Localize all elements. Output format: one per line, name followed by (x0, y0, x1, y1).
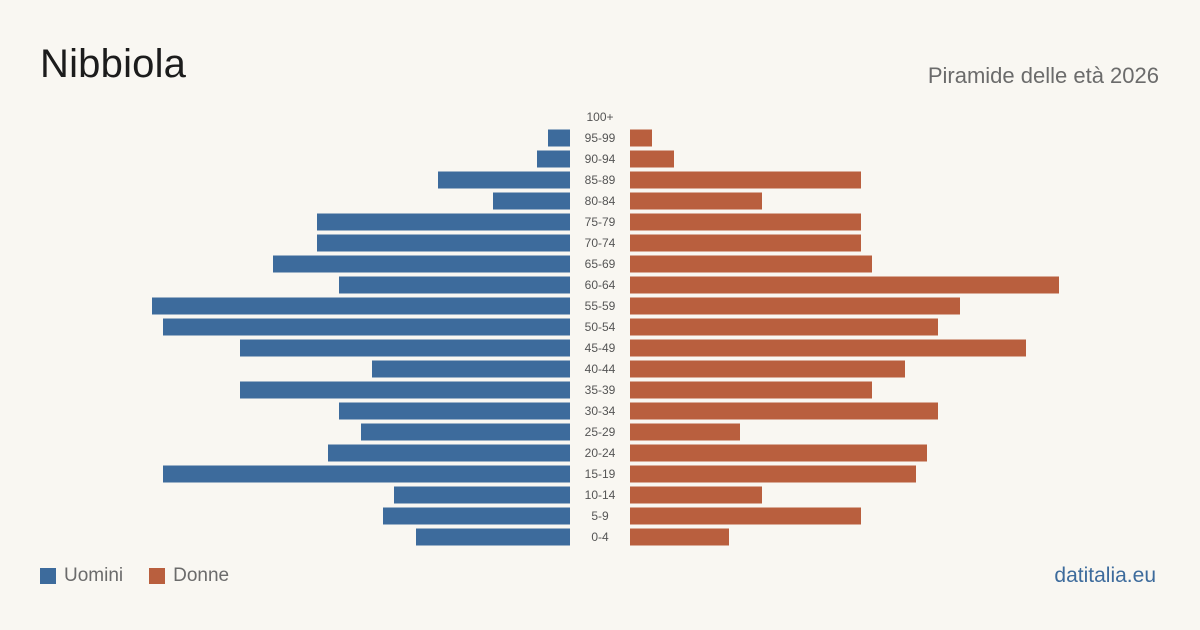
age-label-5-9: 5-9 (591, 509, 609, 523)
bar-men-90-94 (537, 150, 570, 168)
age-label-30-34: 30-34 (585, 404, 616, 418)
bar-men-50-54 (163, 318, 570, 336)
bar-men-85-89 (438, 171, 570, 189)
bar-men-15-19 (163, 465, 570, 483)
bar-men-95-99 (548, 129, 570, 147)
bar-men-65-69 (273, 255, 570, 273)
bar-men-40-44 (372, 360, 570, 378)
bar-women-5-9 (630, 507, 861, 525)
age-label-95-99: 95-99 (585, 131, 616, 145)
bar-men-55-59 (152, 297, 570, 315)
bar-men-35-39 (240, 381, 570, 399)
age-label-80-84: 80-84 (585, 194, 616, 208)
bar-women-60-64 (630, 276, 1059, 294)
bar-women-25-29 (630, 423, 740, 441)
legend-label-men: Uomini (64, 565, 124, 586)
age-label-85-89: 85-89 (585, 173, 616, 187)
age-label-15-19: 15-19 (585, 467, 616, 481)
bar-women-0-4 (630, 528, 729, 546)
age-label-100plus: 100+ (586, 110, 613, 124)
bar-men-30-34 (339, 402, 570, 420)
bar-women-20-24 (630, 444, 927, 462)
bar-women-85-89 (630, 171, 861, 189)
bar-women-35-39 (630, 381, 872, 399)
age-label-50-54: 50-54 (585, 320, 616, 334)
bar-men-70-74 (317, 234, 570, 252)
bar-women-40-44 (630, 360, 905, 378)
bar-women-45-49 (630, 339, 1026, 357)
bar-men-0-4 (416, 528, 570, 546)
bar-men-80-84 (493, 192, 570, 210)
bar-women-80-84 (630, 192, 762, 210)
age-label-40-44: 40-44 (585, 362, 616, 376)
legend-swatch-women (149, 568, 166, 584)
bar-women-65-69 (630, 255, 872, 273)
bar-men-10-14 (394, 486, 570, 504)
bar-men-20-24 (328, 444, 570, 462)
bar-men-5-9 (383, 507, 570, 525)
bar-women-30-34 (630, 402, 938, 420)
bar-women-55-59 (630, 297, 960, 315)
age-label-0-4: 0-4 (591, 530, 609, 544)
legend: Uomini Donne (40, 565, 255, 587)
age-label-45-49: 45-49 (585, 341, 616, 355)
age-label-55-59: 55-59 (585, 299, 616, 313)
source-link[interactable]: datitalia.eu (1054, 564, 1156, 587)
legend-swatch-men (40, 568, 56, 584)
bar-women-90-94 (630, 150, 674, 168)
legend-item-women: Donne (149, 565, 229, 587)
age-label-10-14: 10-14 (585, 488, 616, 502)
age-label-75-79: 75-79 (585, 215, 616, 229)
bar-women-50-54 (630, 318, 938, 336)
age-label-25-29: 25-29 (585, 425, 616, 439)
legend-label-women: Donne (173, 565, 230, 586)
chart-subtitle: Piramide delle età 2026 (927, 63, 1159, 88)
age-label-35-39: 35-39 (585, 383, 616, 397)
bar-women-95-99 (630, 129, 652, 147)
bar-men-45-49 (240, 339, 570, 357)
bar-women-10-14 (630, 486, 762, 504)
bar-men-60-64 (339, 276, 570, 294)
page-title: Nibbiola (40, 42, 187, 86)
age-label-65-69: 65-69 (585, 257, 616, 271)
age-label-20-24: 20-24 (585, 446, 616, 460)
age-label-60-64: 60-64 (585, 278, 616, 292)
bar-men-75-79 (317, 213, 570, 231)
age-label-70-74: 70-74 (585, 236, 616, 250)
bar-women-15-19 (630, 465, 916, 483)
bar-men-25-29 (361, 423, 570, 441)
legend-item-men: Uomini (40, 565, 123, 587)
bar-women-70-74 (630, 234, 861, 252)
age-label-90-94: 90-94 (585, 152, 616, 166)
bar-women-75-79 (630, 213, 861, 231)
